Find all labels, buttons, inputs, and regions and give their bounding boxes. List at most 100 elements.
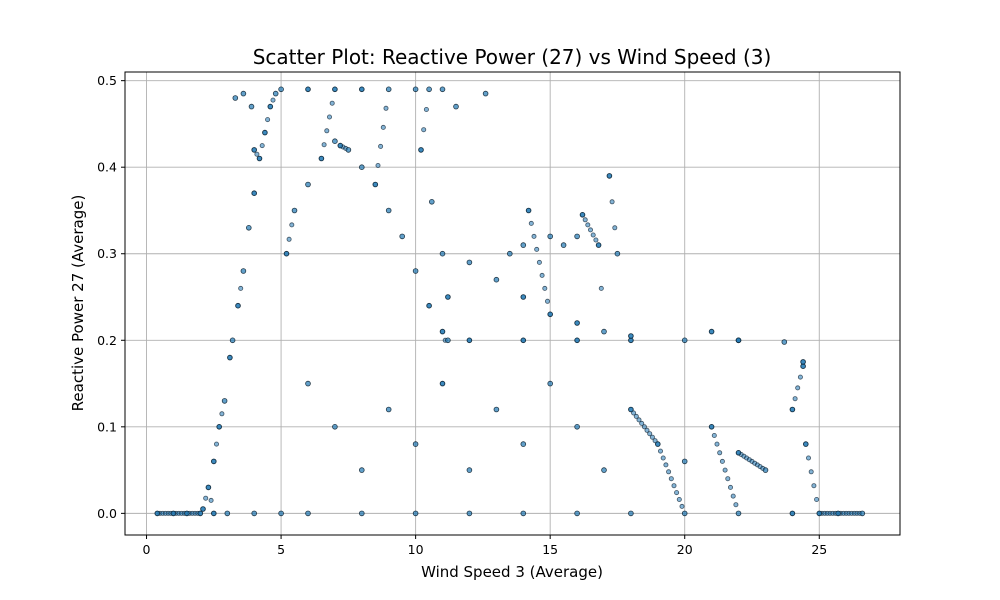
data-point (606, 173, 613, 179)
data-point (211, 510, 217, 517)
data-point (345, 147, 352, 153)
data-point (358, 86, 365, 93)
x-axis-label: Wind Speed 3 (Average) (421, 563, 603, 581)
x-axis-ticks: 0 5 10 15 20 25 (143, 535, 827, 557)
data-point (652, 438, 658, 444)
data-point (547, 311, 553, 318)
data-point (453, 103, 459, 110)
data-point (676, 496, 682, 502)
data-point (251, 147, 258, 153)
x-tick-label: 20 (677, 542, 693, 557)
data-point (318, 155, 325, 162)
data-point (385, 207, 392, 214)
data-point (329, 100, 335, 106)
data-point (246, 225, 252, 231)
data-point (644, 427, 650, 433)
data-point (272, 90, 279, 97)
data-point (582, 217, 588, 223)
data-point (278, 510, 284, 517)
data-point (574, 337, 580, 344)
data-point (525, 207, 532, 214)
data-point (219, 411, 225, 417)
data-point (628, 510, 634, 517)
data-point (547, 233, 553, 240)
data-point (326, 114, 332, 120)
data-point (372, 181, 379, 188)
data-point (666, 469, 672, 475)
data-point (795, 385, 801, 391)
data-point (681, 337, 688, 344)
data-point (184, 510, 190, 517)
data-point (725, 476, 731, 482)
data-point (814, 496, 820, 502)
data-point (305, 181, 311, 188)
data-point (534, 246, 540, 252)
data-point (235, 302, 241, 309)
data-point (588, 227, 594, 233)
data-point (797, 374, 803, 380)
data-point (668, 476, 674, 482)
data-point (378, 143, 384, 149)
data-point (240, 90, 247, 97)
data-point (278, 86, 284, 93)
data-point (493, 276, 500, 283)
data-point (332, 138, 338, 145)
data-point (385, 406, 392, 413)
y-axis-ticks: 0.0 0.1 0.2 0.3 0.4 0.5 (97, 73, 125, 521)
data-point (520, 441, 527, 447)
data-point (332, 86, 338, 93)
data-point (539, 272, 545, 278)
data-point (254, 151, 260, 157)
data-point (270, 97, 276, 103)
data-point (735, 510, 742, 517)
data-point (714, 441, 720, 447)
data-point (211, 458, 217, 465)
data-point (808, 469, 814, 475)
data-point (203, 495, 209, 501)
data-point (654, 441, 661, 447)
data-point (216, 423, 223, 430)
data-point (265, 117, 271, 123)
data-point (663, 462, 669, 468)
data-point (733, 502, 739, 508)
data-point (332, 423, 338, 430)
data-point (574, 423, 580, 430)
data-point (528, 220, 534, 226)
data-point (170, 510, 177, 517)
data-point (286, 236, 292, 242)
data-point (781, 339, 788, 345)
data-point (560, 242, 567, 248)
data-point (412, 510, 419, 517)
data-point (708, 423, 715, 430)
data-point (358, 164, 365, 171)
data-point (321, 142, 327, 148)
y-tick-label: 0.2 (97, 333, 117, 348)
data-point (547, 380, 553, 387)
data-point (579, 212, 586, 218)
y-axis-label: Reactive Power 27 (Average) (69, 195, 87, 412)
data-point (412, 86, 419, 93)
data-point (735, 449, 742, 456)
data-point (399, 233, 406, 240)
y-tick-label: 0.3 (97, 246, 117, 261)
data-point (439, 328, 446, 335)
y-tick-label: 0.0 (97, 506, 117, 521)
plot-frame (124, 71, 901, 536)
data-point (423, 107, 429, 113)
data-point (439, 250, 446, 257)
data-point (445, 337, 451, 344)
x-tick-label: 15 (542, 542, 558, 557)
data-point (649, 434, 655, 440)
data-point (717, 450, 723, 456)
data-point (466, 510, 473, 517)
data-point (426, 86, 432, 93)
data-point (412, 441, 419, 447)
data-point (679, 503, 685, 509)
data-point (238, 285, 244, 291)
data-point (248, 103, 255, 110)
data-point (267, 103, 274, 110)
scatter-points (154, 86, 866, 517)
data-point (633, 413, 639, 419)
data-point (730, 493, 736, 499)
